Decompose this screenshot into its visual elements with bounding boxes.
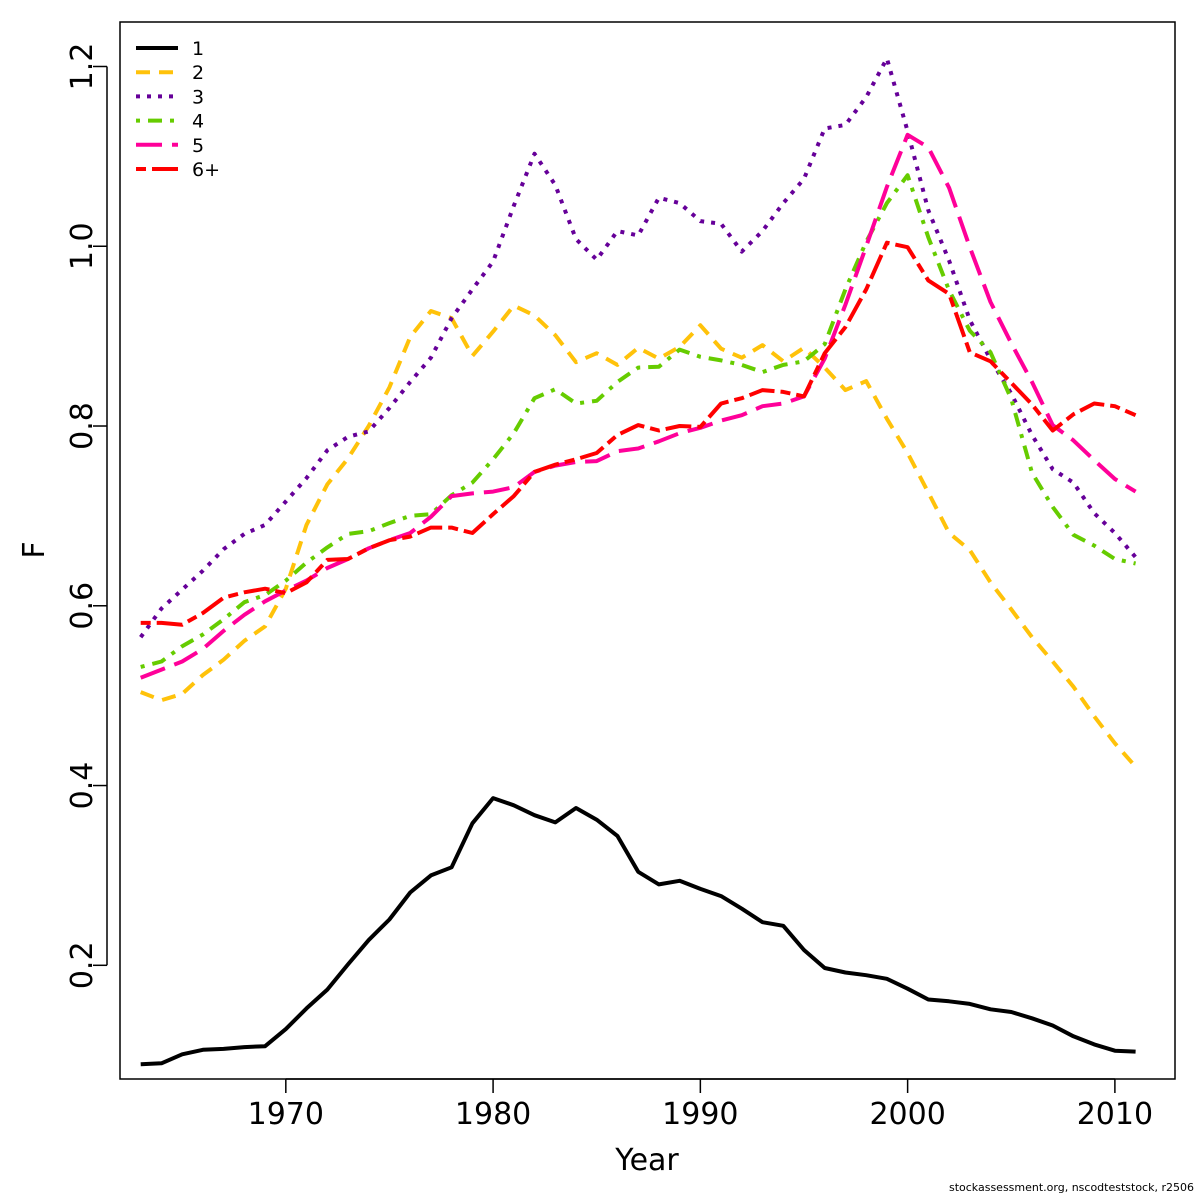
legend-item: 4 (136, 111, 204, 133)
x-tick-label: 1970 (248, 1097, 324, 1132)
series-lines (139, 56, 1138, 1067)
series-line-2 (139, 303, 1138, 769)
legend-label: 2 (192, 62, 204, 84)
y-axis-title: F (17, 541, 52, 558)
x-axis-title: Year (614, 1143, 679, 1178)
y-tick-label: 1.2 (65, 43, 100, 91)
legend-label: 5 (192, 135, 204, 157)
y-tick-label: 0.4 (65, 762, 100, 810)
series-line-4 (140, 173, 1137, 669)
legend-label: 6+ (192, 159, 220, 181)
x-tick-label: 1980 (455, 1097, 531, 1132)
x-axis: 1970 1980 1990 2000 2010 (248, 1078, 1153, 1132)
series-line-6plus (140, 240, 1137, 627)
legend-label: 3 (192, 86, 204, 108)
series-line-5 (139, 132, 1137, 680)
y-axis: 0.2 0.4 0.6 0.8 1.0 1.2 (65, 43, 108, 989)
legend-item: 1 (136, 38, 204, 60)
legend-label: 1 (192, 38, 204, 60)
series-line-1 (140, 796, 1136, 1067)
y-tick-label: 0.2 (65, 941, 100, 989)
legend-item: 6+ (136, 159, 220, 181)
footnote: stockassessment.org, nscodteststock, r25… (948, 1181, 1194, 1194)
x-tick-label: 1990 (662, 1097, 738, 1132)
y-tick-label: 1.0 (65, 222, 100, 270)
y-tick-label: 0.6 (65, 582, 100, 630)
x-tick-label: 2000 (869, 1097, 945, 1132)
series-line-3 (139, 56, 1138, 639)
legend-label: 4 (192, 111, 204, 133)
legend-item: 5 (136, 135, 204, 157)
plot-frame (119, 21, 1176, 1080)
legend-item: 2 (136, 62, 204, 84)
x-tick-label: 2010 (1077, 1097, 1153, 1132)
y-tick-label: 0.8 (65, 402, 100, 450)
legend: 123 456+ (136, 38, 220, 181)
legend-item: 3 (136, 86, 204, 108)
